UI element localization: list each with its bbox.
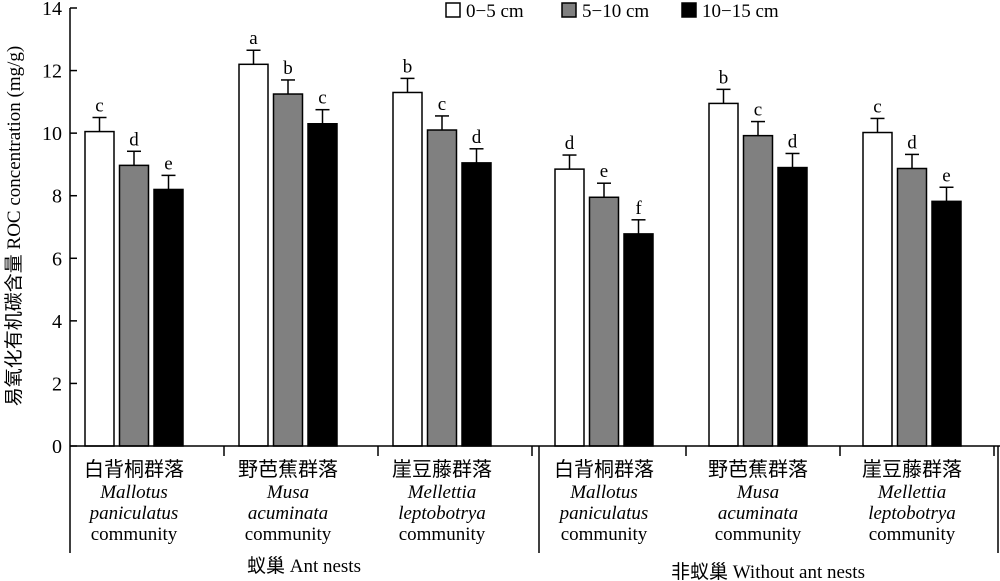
category-label-community: community	[869, 524, 956, 545]
bar	[708, 102, 739, 447]
y-axis: 0 2 4 6 8 10 12 14	[42, 0, 77, 458]
bar	[588, 196, 620, 447]
bar	[118, 164, 150, 447]
significance-letter: c	[873, 96, 881, 117]
category-label-cn: 野芭蕉群落	[238, 458, 338, 481]
significance-letter: a	[249, 28, 258, 49]
significance-letter: c	[754, 100, 762, 121]
significance-letter: e	[600, 161, 608, 182]
legend: 0−5 cm 5−10 cm 10−15 cm	[445, 1, 779, 22]
legend-swatch	[681, 2, 697, 18]
y-tick-label: 14	[42, 0, 62, 20]
bar	[238, 63, 269, 447]
y-tick-label: 8	[52, 186, 62, 208]
category-label-community: community	[245, 524, 332, 545]
category-label-latin-species: acuminata	[718, 503, 798, 524]
significance-letter: d	[565, 133, 575, 154]
significance-letter: e	[942, 165, 950, 186]
significance-letter: c	[95, 96, 103, 117]
y-tick-label: 12	[42, 61, 62, 83]
category-label-community: community	[715, 524, 802, 545]
group-labels: 蚁巢 Ant nests 非蚁巢 Without ant nests	[247, 555, 865, 581]
category-label-latin-species: leptobotrya	[868, 503, 956, 524]
y-tick-label: 2	[52, 373, 62, 395]
category-label-community: community	[91, 524, 178, 545]
significance-letter: d	[788, 131, 798, 152]
legend-swatch	[445, 2, 461, 18]
legend-swatch	[561, 2, 577, 18]
category-label-latin-species: paniculatus	[558, 503, 649, 524]
category-label-community: community	[399, 524, 486, 545]
category-label-cn: 白背桐群落	[554, 458, 654, 481]
category-label-latin-genus: Mellettia	[407, 482, 477, 503]
bar	[554, 168, 585, 447]
y-tick-label: 6	[52, 248, 62, 270]
y-tick-label: 10	[42, 123, 62, 145]
group-label: 蚁巢 Ant nests	[247, 555, 361, 577]
legend-label: 10−15 cm	[702, 1, 779, 22]
bar	[931, 200, 962, 447]
bar	[153, 188, 184, 447]
category-label-cn: 崖豆藤群落	[392, 458, 492, 481]
category-label-latin-genus: Musa	[736, 482, 779, 503]
bar	[896, 167, 928, 447]
bar	[392, 91, 423, 447]
significance-letter: c	[438, 94, 446, 115]
bar	[84, 130, 115, 447]
category-label-latin-genus: Mallotus	[569, 482, 638, 503]
y-tick-label: 0	[52, 436, 62, 458]
bar	[623, 233, 654, 447]
category-label-latin-genus: Mellettia	[877, 482, 947, 503]
significance-letter: b	[283, 58, 293, 79]
significance-letter: d	[907, 132, 917, 153]
category-label-cn: 野芭蕉群落	[708, 458, 808, 481]
x-axis	[69, 445, 1000, 553]
category-label-latin-species: acuminata	[248, 503, 328, 524]
category-labels: 白背桐群落Mallotuspaniculatuscommunity野芭蕉群落Mu…	[84, 458, 962, 545]
legend-label: 5−10 cm	[582, 1, 649, 22]
bars: c d e a b c b c d d e f b c d c d e	[84, 28, 962, 447]
category-label-cn: 白背桐群落	[84, 458, 184, 481]
category-label-latin-genus: Mallotus	[99, 482, 168, 503]
bar	[862, 131, 893, 447]
significance-letter: e	[164, 153, 172, 174]
significance-letter: b	[719, 67, 729, 88]
significance-letter: c	[318, 88, 326, 109]
category-label-latin-genus: Musa	[266, 482, 309, 503]
significance-letter: d	[472, 127, 482, 148]
bar	[426, 129, 458, 447]
category-label-cn: 崖豆藤群落	[862, 458, 962, 481]
category-label-latin-species: paniculatus	[88, 503, 179, 524]
category-label-latin-species: leptobotrya	[398, 503, 486, 524]
bar	[307, 123, 338, 447]
significance-letter: f	[635, 198, 642, 219]
significance-letter: d	[129, 129, 139, 150]
bar	[742, 134, 774, 447]
y-axis-label: 易氧化有机碳含量 ROC concentration (mg/g)	[3, 46, 25, 406]
y-tick-label: 4	[52, 311, 62, 333]
bar	[272, 93, 304, 447]
bar	[777, 166, 808, 447]
group-label: 非蚁巢 Without ant nests	[671, 561, 865, 581]
bar	[461, 162, 492, 447]
legend-label: 0−5 cm	[466, 1, 524, 22]
category-label-community: community	[561, 524, 648, 545]
significance-letter: b	[403, 56, 413, 77]
